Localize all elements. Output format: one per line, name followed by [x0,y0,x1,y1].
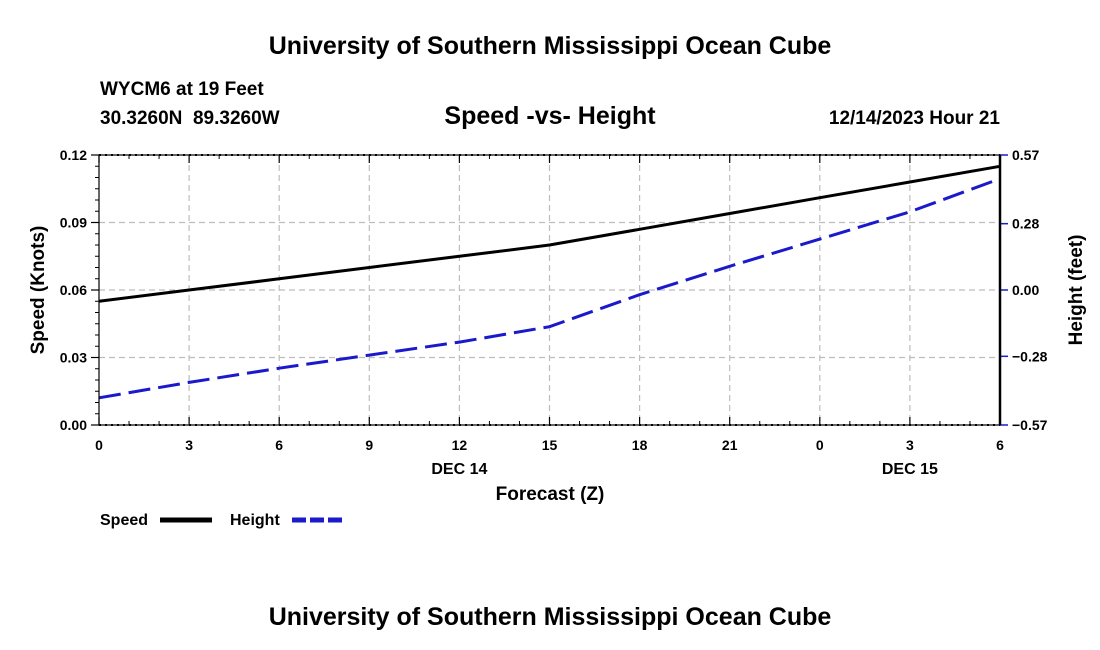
data-series [98,164,1001,400]
station-label: WYCM6 at 19 Feet [100,79,264,100]
y2-tick-label: 0.28 [1012,216,1039,232]
y-tick-label: 0.12 [60,147,87,163]
chart-subtitle: Speed -vs- Height [444,102,656,130]
date-label: DEC 15 [882,461,938,478]
y-tick-label: 0.00 [60,417,87,433]
x-tick-label: 3 [906,437,914,453]
x-tick-label: 6 [275,437,283,453]
chart-main-title: University of Southern Mississippi Ocean… [269,32,832,60]
legend-speed-label: Speed [100,512,148,529]
date-label: DEC 14 [431,461,487,478]
forecast-datetime: 12/14/2023 Hour 21 [829,108,1001,129]
y-tick-label: 0.03 [60,350,87,366]
footer-title: University of Southern Mississippi Ocean… [269,603,832,631]
y-tick-label: 0.06 [60,282,87,298]
x-axis-label: Forecast (Z) [496,484,605,505]
y2-tick-label: 0.00 [1012,282,1039,298]
y-tick-label: 0.09 [60,215,87,231]
x-tick-label: 21 [722,437,738,453]
legend: Speed Height [100,512,342,529]
y2-tick-label: 0.57 [1012,147,1039,163]
legend-height-label: Height [230,512,280,529]
x-tick-label: 3 [185,437,193,453]
y2-tick-label: −0.57 [1012,417,1048,433]
x-tick-label: 9 [365,437,373,453]
coordinates-label: 30.3260N 89.3260W [100,108,280,129]
series-line-height [98,177,1001,400]
y2-tick-label: −0.28 [1012,348,1048,364]
x-tick-label: 12 [452,437,468,453]
axis-ticks [91,154,1008,426]
gridlines [99,154,1000,426]
y-axis-label: Speed (Knots) [28,226,49,355]
x-tick-label: 6 [996,437,1004,453]
x-tick-label: 15 [542,437,558,453]
tick-labels: 0 3 6 9 12 15 18 21 0 3 6 DEC 14 DEC 15 0.00 0.03 0.06 0… [60,147,1048,478]
x-tick-label: 0 [816,437,824,453]
x-tick-label: 18 [632,437,648,453]
series-line-speed [98,164,1001,303]
x-tick-label: 0 [95,437,103,453]
y2-axis-label: Height (feet) [1066,235,1087,346]
